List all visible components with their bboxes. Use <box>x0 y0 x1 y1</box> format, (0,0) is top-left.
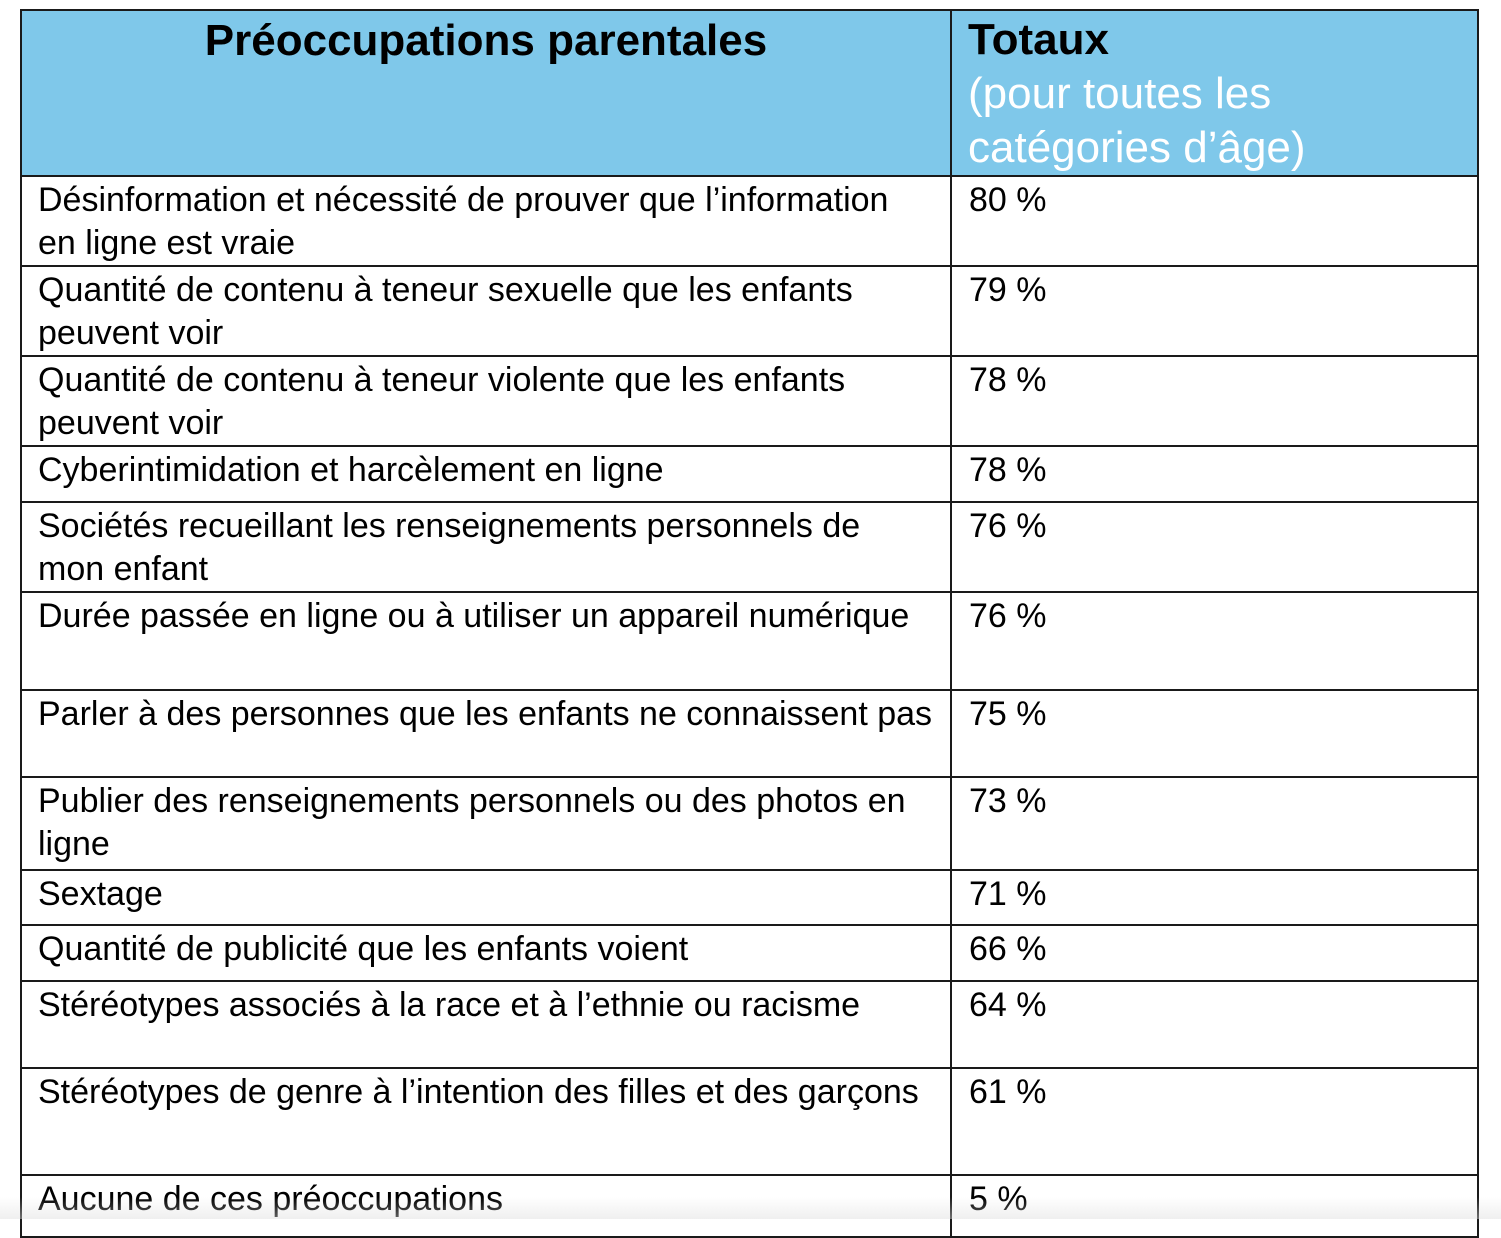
table-row: Aucune de ces préoccupations 5 % <box>20 1174 1479 1238</box>
concern-cell: Quantité de publicité que les enfants vo… <box>20 924 952 982</box>
header-concern: Préoccupations parentales <box>20 9 952 177</box>
concern-cell: Stéréotypes associés à la race et à l’et… <box>20 980 952 1069</box>
table-row: Désinformation et nécessité de prouver q… <box>20 175 1479 267</box>
table-row: Sextage 71 % <box>20 869 1479 926</box>
total-cell: 78 % <box>950 355 1479 447</box>
concern-cell: Cyberintimidation et harcèlement en lign… <box>20 445 952 503</box>
concern-cell: Quantité de contenu à teneur sexuelle qu… <box>20 265 952 357</box>
total-cell: 76 % <box>950 501 1479 593</box>
table-row: Quantité de contenu à teneur violente qu… <box>20 355 1479 447</box>
concern-cell: Désinformation et nécessité de prouver q… <box>20 175 952 267</box>
header-totals-title: Totaux <box>968 15 1109 64</box>
parental-concerns-table: Préoccupations parentales Totaux (pour t… <box>20 9 1479 1238</box>
table-row: Quantité de publicité que les enfants vo… <box>20 924 1479 982</box>
total-cell: 5 % <box>950 1174 1479 1238</box>
total-cell: 79 % <box>950 265 1479 357</box>
total-cell: 73 % <box>950 776 1479 871</box>
table-row: Cyberintimidation et harcèlement en lign… <box>20 445 1479 503</box>
total-cell: 71 % <box>950 869 1479 926</box>
header-row: Préoccupations parentales Totaux (pour t… <box>20 9 1479 177</box>
table-row: Stéréotypes associés à la race et à l’et… <box>20 980 1479 1069</box>
table-row: Quantité de contenu à teneur sexuelle qu… <box>20 265 1479 357</box>
concerns-table-container: Préoccupations parentales Totaux (pour t… <box>20 9 1479 1238</box>
total-cell: 76 % <box>950 591 1479 691</box>
total-cell: 78 % <box>950 445 1479 503</box>
table-row: Parler à des personnes que les enfants n… <box>20 689 1479 778</box>
total-cell: 61 % <box>950 1067 1479 1176</box>
table-row: Sociétés recueillant les renseignements … <box>20 501 1479 593</box>
concern-cell: Parler à des personnes que les enfants n… <box>20 689 952 778</box>
concern-cell: Durée passée en ligne ou à utiliser un a… <box>20 591 952 691</box>
table-row: Durée passée en ligne ou à utiliser un a… <box>20 591 1479 691</box>
total-cell: 80 % <box>950 175 1479 267</box>
total-cell: 66 % <box>950 924 1479 982</box>
concern-cell: Aucune de ces préoccupations <box>20 1174 952 1238</box>
concern-cell: Publier des renseignements personnels ou… <box>20 776 952 871</box>
concern-cell: Stéréotypes de genre à l’intention des f… <box>20 1067 952 1176</box>
table-row: Stéréotypes de genre à l’intention des f… <box>20 1067 1479 1176</box>
concern-cell: Sextage <box>20 869 952 926</box>
table-row: Publier des renseignements personnels ou… <box>20 776 1479 871</box>
header-totals-subtitle: (pour toutes les catégories d’âge) <box>968 69 1306 172</box>
header-totals: Totaux (pour toutes les catégories d’âge… <box>950 9 1479 177</box>
total-cell: 75 % <box>950 689 1479 778</box>
concern-cell: Quantité de contenu à teneur violente qu… <box>20 355 952 447</box>
concern-cell: Sociétés recueillant les renseignements … <box>20 501 952 593</box>
total-cell: 64 % <box>950 980 1479 1069</box>
